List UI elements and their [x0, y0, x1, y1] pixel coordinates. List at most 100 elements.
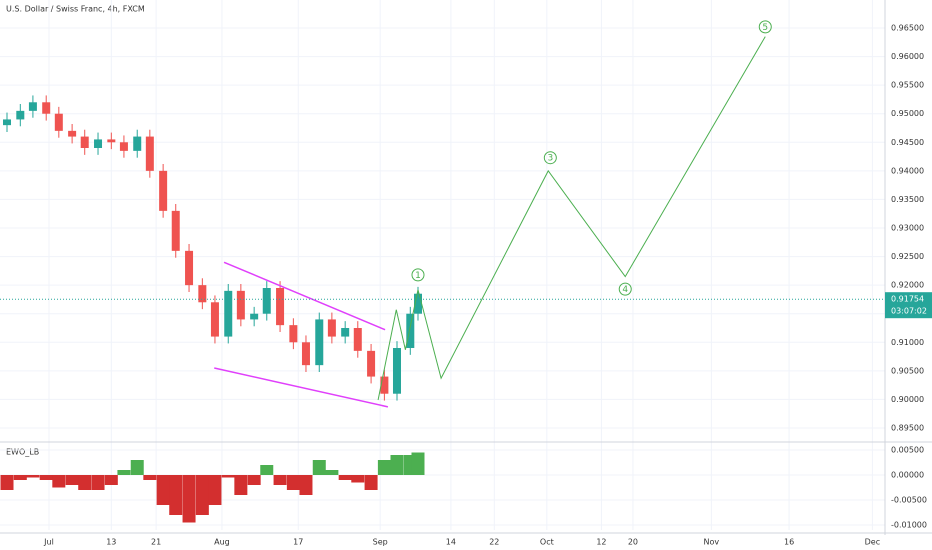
candle-body: [367, 350, 376, 377]
candle-body: [145, 136, 154, 171]
countdown-label: 03:07:02: [891, 307, 927, 316]
histogram-bar: [377, 460, 391, 475]
histogram-bar: [52, 475, 66, 488]
candle-body: [224, 290, 233, 337]
candle-body: [16, 110, 25, 120]
histogram-bar: [325, 470, 339, 475]
candle-body: [159, 170, 168, 211]
y-tick-label: -0.00500: [891, 496, 927, 505]
x-tick-label: Nov: [704, 538, 720, 547]
candle-body: [94, 139, 103, 148]
candle-body: [406, 313, 415, 348]
candle-body: [301, 342, 310, 366]
y-tick-label: 0.95500: [891, 81, 924, 90]
y-tick-label: 0.89500: [891, 424, 924, 433]
histogram-bar: [234, 475, 248, 495]
y-tick-label: 0.96000: [891, 52, 924, 61]
histogram-bar: [208, 475, 222, 505]
candle-body: [262, 288, 271, 314]
y-tick-label: 0.90000: [891, 395, 924, 404]
histogram-bar: [156, 475, 170, 505]
histogram-bar: [182, 475, 196, 523]
wave-label: 5: [762, 23, 768, 33]
histogram-bar: [195, 475, 209, 515]
y-tick-label: 0.00500: [891, 446, 924, 455]
x-tick-label: 21: [151, 538, 161, 547]
candle-body: [80, 136, 89, 148]
wave-label: 3: [547, 154, 553, 164]
candle-body: [171, 210, 180, 251]
candle-body: [119, 142, 128, 151]
y-tick-label: 0.94000: [891, 166, 924, 175]
candle-body: [210, 302, 219, 337]
x-tick-label: 13: [106, 538, 116, 547]
projection-line: [377, 36, 766, 401]
chart-title: U.S. Dollar / Swiss Franc, 4h, FXCM: [6, 5, 145, 14]
candle-body: [341, 328, 350, 337]
candle-body: [392, 348, 401, 394]
histogram-bar: [26, 475, 40, 478]
histogram-bar: [130, 460, 144, 475]
y-tick-label: 0.00000: [891, 471, 924, 480]
histogram-bar: [338, 475, 352, 480]
candle-body: [185, 250, 194, 286]
candle-body: [54, 113, 63, 131]
wave-label: 4: [622, 285, 628, 295]
candle-body: [28, 102, 37, 111]
candle-body: [289, 325, 298, 343]
x-tick-label: 20: [628, 538, 638, 547]
histogram-bar: [13, 475, 27, 480]
histogram-bar: [364, 475, 378, 490]
x-tick-label: 17: [293, 538, 303, 547]
histogram-bar: [65, 475, 79, 485]
candle-body: [353, 328, 362, 351]
candle-body: [68, 130, 77, 137]
y-tick-label: 0.95000: [891, 109, 924, 118]
x-tick-label: Sep: [373, 538, 388, 547]
trendline: [223, 261, 386, 331]
histogram-bar: [169, 475, 183, 515]
candle-body: [198, 285, 207, 303]
x-tick-label: 22: [489, 538, 499, 547]
indicator-name: EWO_LB: [6, 448, 39, 457]
histogram-bar: [390, 455, 404, 475]
histogram-bar: [91, 475, 105, 490]
wave-label: 1: [415, 271, 421, 281]
candle-body: [3, 119, 12, 126]
y-tick-label: 0.93000: [891, 224, 924, 233]
histogram-bar: [78, 475, 92, 490]
y-tick-label: 0.96500: [891, 24, 924, 33]
histogram-bar: [273, 475, 287, 485]
y-tick-label: 0.92000: [891, 281, 924, 290]
x-tick-label: Aug: [214, 538, 230, 547]
y-tick-label: -0.01000: [891, 521, 927, 530]
histogram-bar: [351, 475, 365, 483]
wave-marker: [411, 268, 425, 282]
last-price-label: 0.91754: [891, 295, 924, 304]
candle-body: [276, 288, 285, 326]
histogram-bar: [117, 470, 131, 475]
histogram-bar: [143, 475, 157, 480]
candle-body: [315, 319, 324, 366]
histogram-bar: [39, 475, 53, 480]
y-tick-label: 0.93500: [891, 195, 924, 204]
histogram-bar: [411, 452, 425, 475]
candle-body: [380, 376, 389, 394]
candle-body: [133, 136, 142, 151]
x-tick-label: Oct: [540, 538, 554, 547]
histogram-bar: [260, 465, 274, 475]
x-tick-label: 16: [784, 538, 794, 547]
histogram-bar: [312, 460, 326, 475]
wave-marker: [543, 151, 557, 165]
y-tick-label: 0.90500: [891, 366, 924, 375]
histogram-bar: [221, 475, 235, 478]
x-tick-label: Dec: [865, 538, 880, 547]
trendline: [214, 367, 389, 408]
x-tick-label: 12: [596, 538, 606, 547]
histogram-bar: [0, 475, 14, 490]
candle-body: [42, 102, 51, 114]
candle-body: [236, 290, 245, 320]
